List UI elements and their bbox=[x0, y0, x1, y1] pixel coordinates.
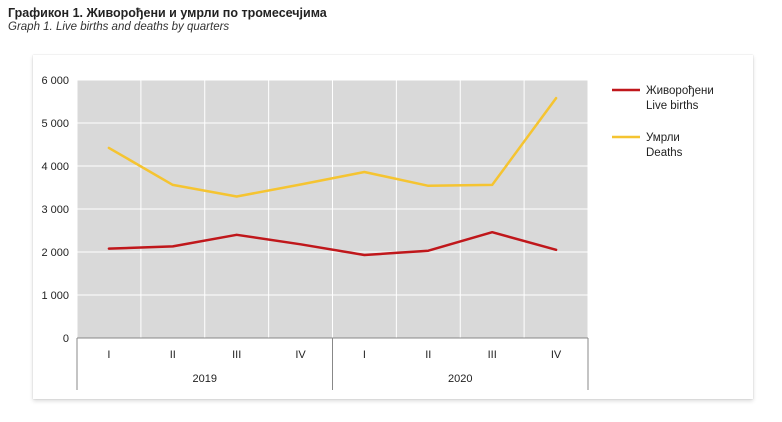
y-tick-label: 3 000 bbox=[41, 204, 69, 216]
y-tick-label: 2 000 bbox=[41, 247, 69, 259]
legend-label: Живорођени bbox=[646, 85, 714, 97]
x-tick-label: I bbox=[107, 349, 110, 361]
chart-title: Графикон 1. Живорођени и умрли по тромес… bbox=[8, 6, 327, 20]
x-tick-label: IV bbox=[551, 349, 562, 361]
series-line bbox=[107, 230, 558, 257]
chart-subtitle: Graph 1. Live births and deaths by quart… bbox=[8, 21, 230, 33]
y-tick-label: 0 bbox=[63, 333, 69, 345]
y-tick-label: 5 000 bbox=[41, 118, 69, 130]
x-tick-label: I bbox=[363, 349, 366, 361]
x-group-label: 2020 bbox=[448, 373, 472, 385]
legend-label-en: Deaths bbox=[646, 147, 683, 159]
legend-label: Умрли bbox=[646, 132, 680, 144]
x-tick-label: II bbox=[425, 349, 431, 361]
x-tick-label: IV bbox=[295, 349, 306, 361]
y-tick-label: 4 000 bbox=[41, 161, 69, 173]
x-tick-label: III bbox=[232, 349, 241, 361]
y-tick-label: 1 000 bbox=[41, 290, 69, 302]
x-tick-label: III bbox=[488, 349, 497, 361]
y-tick-label: 6 000 bbox=[41, 75, 69, 87]
series-line bbox=[107, 96, 558, 198]
x-group-label: 2019 bbox=[193, 373, 217, 385]
legend-label-en: Live births bbox=[646, 100, 699, 112]
x-tick-label: II bbox=[170, 349, 176, 361]
